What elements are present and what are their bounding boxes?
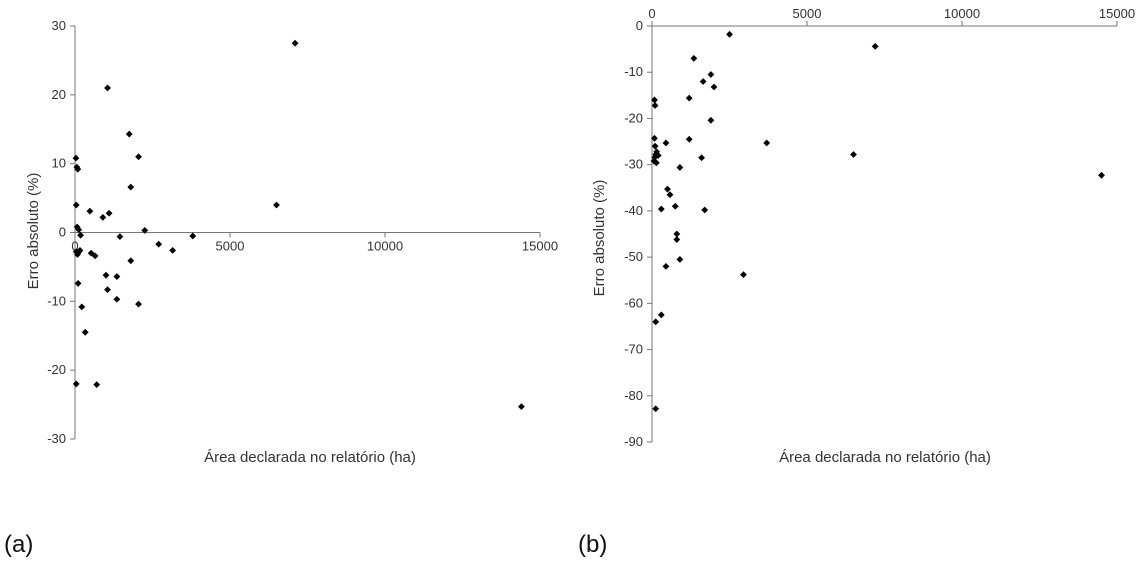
- y-tick-label: -40: [624, 203, 643, 218]
- y-tick-label: -10: [624, 64, 643, 79]
- y-tick-label: -20: [47, 362, 66, 377]
- y-tick-label: -30: [47, 431, 66, 446]
- data-point: [686, 136, 693, 143]
- data-point: [686, 95, 693, 102]
- data-point: [135, 301, 142, 308]
- data-point: [652, 405, 659, 412]
- data-point: [701, 207, 708, 214]
- data-points: [73, 40, 525, 410]
- x-tick-label: 5000: [216, 239, 245, 254]
- data-point: [740, 271, 747, 278]
- data-point: [82, 329, 89, 336]
- data-point: [86, 208, 93, 215]
- data-point: [127, 257, 134, 264]
- y-tick-label: -80: [624, 388, 643, 403]
- data-point: [292, 40, 299, 47]
- data-point: [155, 241, 162, 248]
- data-point: [135, 153, 142, 160]
- data-point: [104, 286, 111, 293]
- y-tick-label: -30: [624, 157, 643, 172]
- data-point: [75, 280, 82, 287]
- data-point: [872, 43, 879, 50]
- y-tick-label: -10: [47, 293, 66, 308]
- data-point: [690, 55, 697, 62]
- data-point: [189, 233, 196, 240]
- chart-panel-a: 30 20 10 0 -10 -20 -30 0 5000 10000 15000 Área de…: [4, 18, 558, 558]
- y-tick-label: -70: [624, 342, 643, 357]
- data-point: [73, 202, 80, 209]
- data-point: [103, 272, 110, 279]
- x-tick-label: 15000: [1099, 6, 1135, 21]
- data-point: [672, 203, 679, 210]
- data-point: [93, 381, 100, 388]
- data-point: [652, 318, 659, 325]
- y-ticks: 0 -10 -20 -30 -40 -50 -60 -70 -80 -90: [624, 18, 652, 449]
- x-tick-label: 0: [648, 6, 655, 21]
- y-tick-label: 10: [52, 156, 66, 171]
- y-tick-label: -20: [624, 110, 643, 125]
- data-point: [700, 78, 707, 85]
- data-point: [518, 403, 525, 410]
- data-point: [677, 256, 684, 263]
- data-point: [1098, 172, 1105, 179]
- data-point: [850, 151, 857, 158]
- panel-label-b: (b): [578, 531, 607, 558]
- x-axis-title: Área declarada no relatório (ha): [779, 449, 991, 466]
- data-point: [726, 31, 733, 38]
- chart-panel-b: 0 -10 -20 -30 -40 -50 -60 -70 -80 -90 0 5000 10000 1…: [578, 6, 1135, 558]
- panel-label-a: (a): [4, 531, 33, 558]
- data-point: [126, 131, 133, 138]
- data-point: [652, 143, 659, 150]
- data-point: [78, 303, 85, 310]
- data-point: [663, 140, 670, 147]
- data-point: [273, 202, 280, 209]
- data-point: [127, 184, 134, 191]
- y-tick-label: 20: [52, 87, 66, 102]
- data-point: [698, 154, 705, 161]
- x-tick-label: 15000: [522, 239, 558, 254]
- x-tick-label: 5000: [793, 6, 822, 21]
- data-point: [113, 296, 120, 303]
- data-point: [708, 117, 715, 124]
- data-point: [117, 233, 124, 240]
- x-ticks: 0 5000 10000 15000: [71, 233, 558, 254]
- y-axis-title: Erro absoluto (%): [25, 173, 42, 290]
- y-tick-label: 0: [636, 18, 643, 33]
- data-point: [658, 311, 665, 318]
- y-tick-label: -90: [624, 434, 643, 449]
- x-ticks: 0 5000 10000 15000: [648, 6, 1135, 26]
- data-point: [658, 206, 665, 213]
- y-tick-label: 0: [59, 225, 66, 240]
- data-point: [711, 84, 718, 91]
- y-tick-label: -60: [624, 295, 643, 310]
- y-tick-label: -50: [624, 249, 643, 264]
- data-point: [677, 164, 684, 171]
- data-point: [708, 71, 715, 78]
- data-point: [73, 381, 80, 388]
- data-point: [763, 140, 770, 147]
- y-tick-label: 30: [52, 18, 66, 33]
- data-point: [169, 247, 176, 254]
- data-point: [673, 236, 680, 243]
- x-axis-title: Área declarada no relatório (ha): [204, 449, 416, 466]
- data-point: [652, 102, 659, 109]
- data-point: [663, 263, 670, 270]
- data-point: [104, 85, 111, 92]
- data-point: [73, 155, 80, 162]
- data-points: [650, 31, 1104, 412]
- x-tick-label: 10000: [944, 6, 980, 21]
- data-point: [100, 214, 107, 221]
- y-axis-title: Erro absoluto (%): [591, 180, 608, 297]
- data-point: [106, 210, 113, 217]
- data-point: [113, 273, 120, 280]
- x-tick-label: 10000: [367, 239, 403, 254]
- y-ticks: 30 20 10 0 -10 -20 -30: [47, 18, 75, 446]
